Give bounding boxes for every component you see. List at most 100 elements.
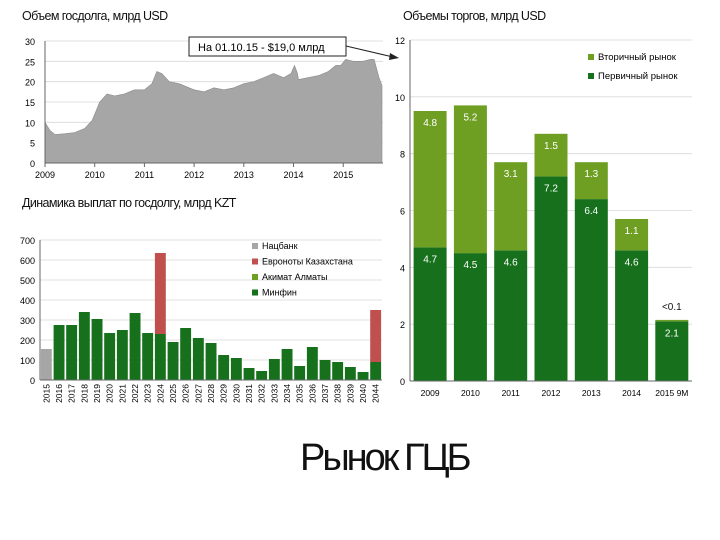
payments-bar bbox=[281, 349, 293, 380]
volume-bar-primary bbox=[615, 250, 649, 381]
payments-bar bbox=[205, 343, 217, 380]
payments-bar bbox=[142, 333, 154, 380]
volume-primary-label: 4.7 bbox=[423, 254, 437, 265]
volume-ytick-label: 0 bbox=[400, 377, 405, 387]
payments-ytick-label: 200 bbox=[20, 336, 35, 346]
payments-bar bbox=[167, 342, 179, 380]
payments-xtick-label: 2030 bbox=[231, 384, 241, 403]
payments-xtick-label: 2032 bbox=[257, 384, 267, 403]
payments-legend-swatch bbox=[252, 243, 258, 249]
debt-annotation-text: На 01.10.15 - $19,0 млрд bbox=[198, 42, 325, 54]
payments-bar bbox=[357, 372, 369, 380]
volume-bar-chart: 0 2 4 6 8 10 12 4.7 4.8 2009 4.5 5.2 2010 4.6 3.1 2011 7… bbox=[395, 36, 692, 398]
volume-ytick-label: 2 bbox=[400, 320, 405, 330]
payments-xtick-label: 2027 bbox=[193, 384, 203, 403]
payments-bar bbox=[218, 355, 230, 380]
payments-bar bbox=[180, 328, 192, 380]
payments-xtick-label: 2036 bbox=[307, 384, 317, 403]
payments-legend-label: Минфин bbox=[262, 288, 297, 298]
payments-xtick-label: 2015 bbox=[41, 384, 51, 403]
payments-xtick-label: 2021 bbox=[117, 384, 127, 403]
volume-secondary-label: 1.3 bbox=[584, 169, 598, 180]
volume-primary-label: 4.6 bbox=[504, 257, 518, 268]
payments-bar bbox=[306, 347, 318, 380]
volume-xtick-label: 2012 bbox=[542, 388, 561, 398]
payments-xtick-label: 2028 bbox=[206, 384, 216, 403]
arrow-head-icon bbox=[389, 53, 399, 60]
payments-xtick-label: 2031 bbox=[244, 384, 254, 403]
payments-ytick-label: 0 bbox=[30, 376, 35, 386]
volume-ytick-label: 12 bbox=[395, 36, 405, 46]
payments-bar bbox=[319, 360, 331, 380]
payments-bar bbox=[256, 371, 268, 380]
payments-xtick-label: 2020 bbox=[105, 384, 115, 403]
debt-chart-title: Объем госдолга, млрд USD bbox=[22, 9, 168, 23]
volume-secondary-label: 3.1 bbox=[504, 169, 518, 180]
volume-bar-primary bbox=[574, 199, 608, 381]
volume-bar-secondary bbox=[615, 219, 649, 251]
volume-xtick-label: 2010 bbox=[461, 388, 480, 398]
payments-bar bbox=[78, 312, 90, 380]
payments-bar bbox=[370, 310, 382, 362]
volume-primary-label: 4.6 bbox=[625, 257, 639, 268]
payments-bar bbox=[332, 362, 344, 380]
volume-secondary-label: 1.1 bbox=[625, 226, 639, 237]
payments-bar bbox=[294, 366, 306, 380]
debt-ytick-label: 5 bbox=[30, 139, 35, 149]
volume-bar-secondary bbox=[574, 162, 608, 200]
payments-bar bbox=[104, 333, 116, 380]
payments-bar bbox=[91, 319, 103, 380]
debt-annotation-arrow bbox=[345, 45, 394, 58]
payments-bar bbox=[66, 325, 78, 380]
volume-bar-secondary bbox=[453, 105, 487, 254]
payments-ytick-label: 500 bbox=[20, 276, 35, 286]
debt-xtick-label: 2014 bbox=[284, 170, 304, 180]
volume-legend-label: Вторичный рынок bbox=[598, 52, 677, 63]
volume-xtick-label: 2011 bbox=[502, 388, 521, 398]
payments-xtick-label: 2025 bbox=[168, 384, 178, 403]
payments-xtick-label: 2029 bbox=[219, 384, 229, 403]
volume-secondary-label: 5.2 bbox=[463, 112, 477, 123]
payments-legend-label: Акимат Алматы bbox=[262, 272, 327, 282]
volume-xtick-label: 2015 9M bbox=[655, 388, 688, 398]
payments-bar bbox=[268, 359, 280, 380]
volume-legend-swatch bbox=[588, 73, 594, 79]
payments-xtick-label: 2023 bbox=[143, 384, 153, 403]
payments-bar bbox=[230, 358, 242, 380]
payments-bar bbox=[370, 362, 382, 380]
volume-primary-label: 6.4 bbox=[584, 206, 598, 217]
volume-xtick-label: 2009 bbox=[421, 388, 440, 398]
payments-legend-label: Евроноты Казахстана bbox=[262, 257, 353, 267]
payments-bar bbox=[344, 367, 356, 380]
payments-ytick-label: 600 bbox=[20, 256, 35, 266]
volume-bar-primary bbox=[494, 250, 528, 381]
volume-primary-label: 7.2 bbox=[544, 183, 558, 194]
volume-ytick-label: 4 bbox=[400, 263, 405, 273]
debt-xtick-label: 2009 bbox=[35, 170, 55, 180]
payments-xtick-label: 2034 bbox=[282, 384, 292, 403]
volume-xtick-label: 2014 bbox=[622, 388, 641, 398]
slide-title: Рынок ГЦБ bbox=[300, 437, 472, 479]
payments-bar bbox=[40, 349, 52, 380]
payments-bar bbox=[243, 368, 255, 380]
debt-ytick-label: 20 bbox=[25, 78, 35, 88]
volume-bar-secondary bbox=[494, 162, 528, 251]
volume-legend-label: Первичный рынок bbox=[598, 71, 678, 82]
volume-secondary-label: 1.5 bbox=[544, 141, 558, 152]
debt-xtick-label: 2011 bbox=[135, 170, 154, 180]
payments-xtick-label: 2016 bbox=[54, 384, 64, 403]
debt-ytick-label: 15 bbox=[25, 98, 35, 108]
volume-legend-swatch bbox=[588, 54, 594, 60]
payments-xtick-label: 2019 bbox=[92, 384, 102, 403]
debt-xtick-label: 2010 bbox=[85, 170, 105, 180]
volume-chart-title: Объемы торгов, млрд USD bbox=[403, 9, 546, 23]
payments-ytick-label: 400 bbox=[20, 296, 35, 306]
volume-ytick-label: 6 bbox=[400, 207, 405, 217]
payments-xtick-label: 2024 bbox=[155, 384, 165, 403]
payments-ytick-label: 700 bbox=[20, 236, 35, 246]
payments-bar bbox=[129, 313, 141, 380]
payments-xtick-label: 2033 bbox=[269, 384, 279, 403]
payments-ytick-label: 300 bbox=[20, 316, 35, 326]
volume-xtick-label: 2013 bbox=[582, 388, 601, 398]
